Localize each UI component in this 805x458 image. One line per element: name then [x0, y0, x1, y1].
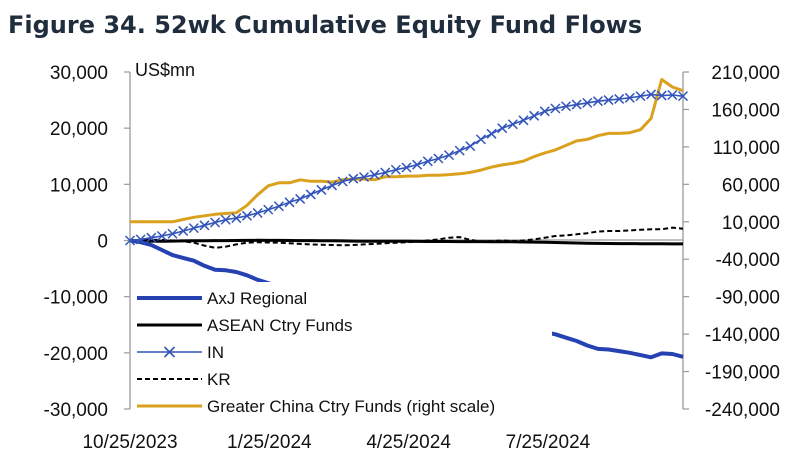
series-point-in [635, 91, 646, 102]
right-tick-labels: 210,000 160,000 110,000 60,000 10,000 -40,000… [683, 63, 780, 421]
series-point-in [263, 204, 274, 215]
legend-label: IN [207, 343, 224, 362]
series-point-in [486, 128, 497, 139]
series-line-greater-china-ctry-funds-right-scale [130, 78, 684, 224]
series-point-in [454, 145, 465, 156]
y-axis-unit-label: US$mn [135, 60, 195, 80]
series-point-in [210, 217, 221, 228]
right-tick-label: 10,000 [722, 213, 780, 234]
legend-marker [163, 346, 176, 358]
right-tick-label: -90,000 [716, 288, 780, 309]
series-point-in [241, 210, 253, 221]
series-point-in [369, 169, 380, 180]
right-tick-label: -40,000 [716, 250, 780, 271]
series-point-in [146, 232, 157, 243]
series-point-in [348, 173, 359, 184]
left-tick-label: 20,000 [50, 119, 108, 140]
series-point-in [518, 115, 529, 126]
series-point-in [178, 225, 189, 236]
right-tick-label: 60,000 [722, 175, 780, 196]
series-line-asean-ctry-funds [129, 238, 683, 246]
series-point-in [475, 134, 486, 145]
right-tick-label: 110,000 [713, 138, 780, 159]
series-point-in [465, 141, 476, 152]
series-point-in [667, 89, 678, 101]
legend-box [132, 282, 552, 418]
right-tick-label: -240,000 [705, 400, 780, 421]
series-point-in [529, 110, 540, 121]
series-point-in [571, 99, 582, 110]
series-point-in [539, 106, 550, 117]
series-point-in [337, 176, 348, 187]
series-point-in [560, 101, 572, 112]
legend: AxJ Regional ASEAN Ctry Funds IN KR Greater … [137, 289, 495, 416]
legend-label: AxJ Regional [207, 289, 307, 308]
left-tick-label: 10,000 [50, 175, 108, 196]
series-point-in [305, 189, 316, 200]
series-point-in [167, 228, 178, 239]
series-point-in [156, 230, 167, 242]
series-point-in [231, 213, 242, 224]
series-point-in [284, 197, 295, 208]
series-point-in [295, 193, 306, 204]
series-point-in [252, 207, 263, 219]
series-point-in [316, 184, 327, 195]
series-point-in [124, 235, 136, 246]
series-point-in [220, 214, 231, 225]
left-tick-label: -20,000 [44, 344, 108, 365]
series-point-in [380, 167, 391, 178]
series-point-in [188, 223, 199, 234]
series-point-in [135, 234, 146, 245]
series-point-in [507, 119, 518, 130]
x-tick-label: 10/25/2023 [82, 432, 177, 453]
x-tick-label: 1/25/2024 [227, 432, 312, 453]
series-point-in [390, 164, 401, 175]
x-tick-labels: 10/25/2023 1/25/2024 4/25/2024 7/25/2024 [82, 432, 590, 453]
right-tick-label: -140,000 [705, 325, 780, 346]
series-point-in [550, 103, 561, 114]
series-point-in [614, 93, 625, 104]
left-tick-labels: 30,000 20,000 10,000 0 -10,000 -20,000 -30,000 [44, 63, 130, 421]
series-point-in [603, 95, 614, 106]
series-point-in [582, 97, 593, 108]
x-tick-label: 7/25/2024 [506, 432, 591, 453]
series-point-in [422, 156, 433, 167]
legend-label: Greater China Ctry Funds (right scale) [207, 397, 495, 416]
left-tick-label: 30,000 [50, 63, 108, 84]
right-tick-label: 160,000 [711, 100, 780, 121]
series-point-in [497, 123, 508, 134]
series-point-in [199, 220, 210, 231]
left-tick-label: 0 [97, 232, 108, 253]
right-tick-label: -190,000 [705, 363, 780, 384]
right-tick-label: 210,000 [711, 63, 780, 84]
legend-background [132, 282, 552, 418]
left-tick-label: -10,000 [44, 288, 108, 309]
series-point-in [444, 150, 455, 161]
series-point-in [646, 89, 657, 100]
x-tick-label: 4/25/2024 [366, 432, 451, 453]
series-point-in [412, 159, 423, 170]
legend-label: KR [207, 370, 231, 389]
legend-label: ASEAN Ctry Funds [207, 316, 353, 335]
series-point-in [401, 162, 412, 173]
series-point-in [358, 172, 369, 183]
series-point-in [273, 201, 284, 212]
series-point-in [677, 91, 689, 102]
series-point-in [592, 96, 603, 107]
series-point-in [624, 92, 635, 103]
series-point-in [327, 180, 338, 191]
series-point-in [433, 153, 444, 164]
series-line-kr [129, 226, 684, 249]
series-point-in [656, 90, 667, 101]
chart-title: Figure 34. 52wk Cumulative Equity Fund F… [8, 11, 642, 39]
left-tick-label: -30,000 [44, 400, 108, 421]
